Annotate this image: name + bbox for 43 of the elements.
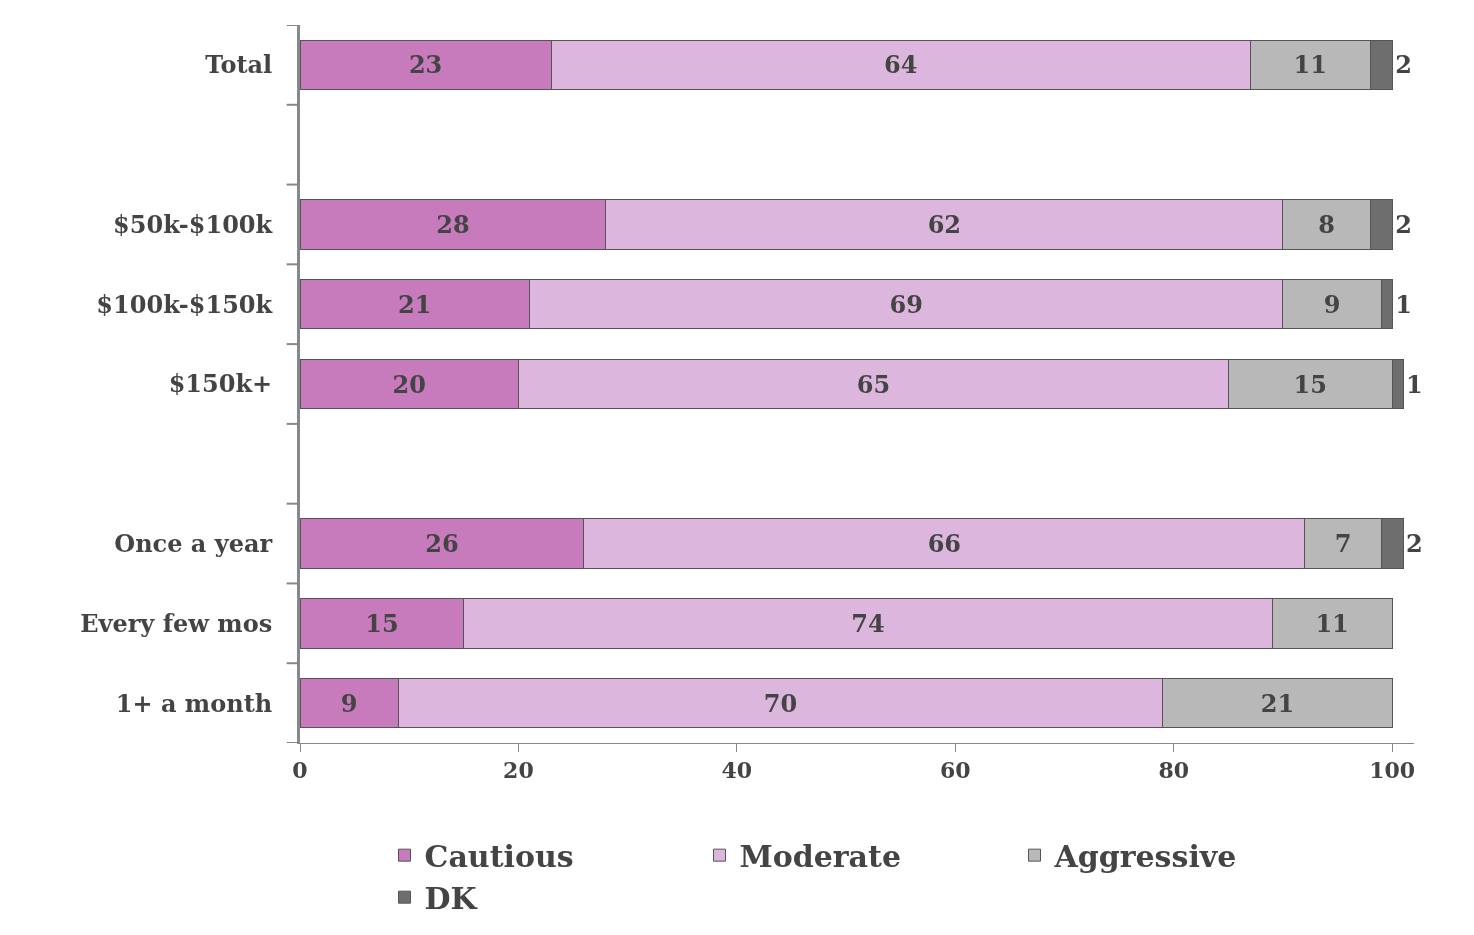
data-label: 11 — [1293, 50, 1327, 80]
x-tick-label: 0 — [292, 757, 308, 784]
y-tick-label: Once a year — [114, 528, 273, 558]
legend-label: Moderate — [739, 838, 901, 874]
legend-label: Cautious — [424, 838, 574, 874]
data-label: 21 — [397, 289, 432, 319]
data-label: 15 — [1293, 369, 1327, 399]
data-label: 2 — [1395, 50, 1412, 80]
legend-label: DK — [424, 880, 478, 916]
data-label: 20 — [392, 369, 426, 399]
data-label: 74 — [851, 608, 885, 638]
data-label: 1 — [1395, 289, 1412, 319]
data-label: 15 — [365, 608, 399, 638]
data-label: 21 — [1260, 688, 1295, 718]
x-tick-label: 60 — [939, 757, 971, 784]
data-label: 23 — [408, 50, 443, 80]
data-label: 28 — [436, 209, 470, 239]
x-tick-label: 20 — [503, 757, 534, 784]
y-tick-label: $100k-$150k — [96, 289, 274, 319]
x-tick-label: 40 — [721, 757, 753, 784]
y-tick-label: Every few mos — [80, 608, 273, 638]
y-tick-label: Total — [205, 50, 273, 80]
data-label: 70 — [763, 688, 798, 718]
y-tick-label: $150k+ — [168, 369, 273, 399]
data-label: 66 — [927, 529, 962, 559]
data-label: 2 — [1406, 529, 1423, 559]
data-label: 9 — [1323, 289, 1341, 319]
data-label: 7 — [1334, 529, 1352, 559]
legend-label: Aggressive — [1053, 838, 1237, 874]
data-label: 62 — [927, 209, 962, 239]
data-label: 9 — [340, 688, 358, 718]
data-label: 64 — [883, 50, 918, 80]
data-label: 1 — [1406, 369, 1423, 399]
y-tick-label: $50k-$100k — [113, 209, 274, 239]
data-label: 69 — [889, 289, 923, 319]
x-tick-label: 80 — [1158, 757, 1190, 784]
data-label: 11 — [1315, 608, 1349, 638]
data-label: 26 — [425, 529, 459, 559]
data-label: 8 — [1318, 209, 1335, 239]
data-label: 2 — [1395, 209, 1412, 239]
x-tick-label: 100 — [1369, 757, 1416, 784]
data-label: 65 — [856, 369, 891, 399]
y-tick-label: 1+ a month — [115, 688, 273, 718]
